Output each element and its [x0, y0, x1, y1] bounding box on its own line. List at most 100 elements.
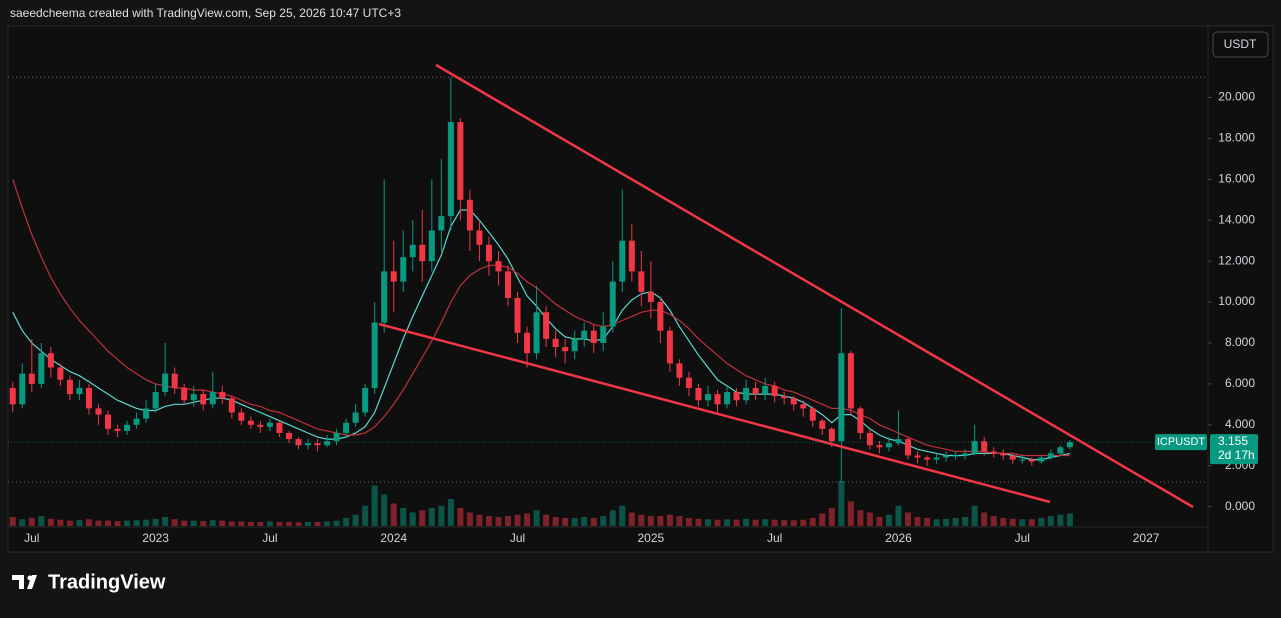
- candle-body: [133, 418, 140, 425]
- volume-bar: [657, 516, 664, 526]
- volume-bar: [857, 510, 864, 526]
- candle-body: [752, 387, 759, 395]
- y-tick-label: 10.000: [1218, 294, 1255, 308]
- candle-body: [400, 257, 407, 282]
- price-label: 3.155: [1218, 434, 1248, 448]
- candle-body: [943, 455, 950, 458]
- candle-body: [209, 392, 216, 405]
- candle-body: [314, 443, 321, 446]
- candle-body: [343, 422, 350, 433]
- candle-body: [924, 457, 931, 460]
- candle-body: [228, 398, 235, 413]
- candle-body: [790, 398, 797, 405]
- x-tick-label: 2026: [885, 531, 912, 545]
- volume-bar: [485, 516, 492, 526]
- candle-body: [1066, 442, 1073, 448]
- volume-bar: [219, 520, 226, 526]
- candle-body: [847, 353, 854, 409]
- candle-body: [819, 420, 826, 429]
- candle-body: [971, 441, 978, 454]
- volume-bar: [295, 522, 302, 526]
- candle-body: [38, 353, 45, 384]
- candle-body: [457, 122, 464, 200]
- volume-bar: [47, 518, 54, 526]
- volume-bar: [685, 517, 692, 526]
- candle-body: [962, 453, 969, 456]
- volume-bar: [1066, 513, 1073, 526]
- candle-body: [28, 373, 35, 384]
- volume-bar: [647, 516, 654, 526]
- volume-bar: [333, 520, 340, 526]
- volume-bar: [66, 520, 73, 526]
- volume-bar: [466, 512, 473, 526]
- volume-bar: [714, 519, 721, 526]
- volume-bar: [1028, 519, 1035, 526]
- candle-body: [1047, 453, 1054, 458]
- moving-average: [12, 209, 1071, 461]
- candle-body: [390, 271, 397, 282]
- volume-bar: [1047, 516, 1054, 526]
- candle-body: [19, 373, 26, 405]
- x-tick-label: Jul: [767, 531, 782, 545]
- candle-body: [590, 330, 597, 343]
- volume-bar: [228, 521, 235, 526]
- symbol-label: ICPUSDT: [1157, 436, 1206, 448]
- volume-bar: [28, 517, 35, 526]
- volume-bar: [381, 494, 388, 526]
- y-tick-label: 16.000: [1218, 172, 1255, 186]
- volume-bar: [1019, 519, 1026, 526]
- candle-body: [1019, 459, 1026, 461]
- candle-body: [562, 347, 569, 352]
- candle-body: [705, 394, 711, 401]
- volume-bar: [438, 505, 445, 526]
- candle-body: [1038, 457, 1045, 462]
- candle-body: [276, 422, 283, 433]
- volume-bar: [676, 516, 683, 526]
- volume-bar: [571, 517, 578, 526]
- volume-bar: [95, 520, 102, 526]
- volume-bar: [828, 508, 835, 526]
- logo: [12, 575, 37, 589]
- currency-button[interactable]: [1212, 31, 1269, 58]
- x-tick-label: Jul: [24, 531, 39, 545]
- volume-bar: [409, 512, 416, 526]
- overlay: 0.0002.0004.0006.0008.00010.00012.00014.…: [8, 90, 1258, 545]
- volume-bar: [247, 521, 254, 526]
- volume-bar: [609, 510, 616, 526]
- volume-bar: [628, 512, 635, 526]
- volume-bar: [352, 514, 359, 526]
- volume-bar: [105, 520, 111, 526]
- candle-body: [933, 457, 940, 460]
- candle-body: [105, 414, 111, 429]
- volume-bar: [905, 512, 911, 526]
- price-tag: [1210, 434, 1258, 465]
- trendline: [435, 63, 1194, 509]
- volume-bar: [695, 518, 702, 526]
- candle-body: [514, 297, 521, 333]
- volume-bar: [638, 514, 645, 526]
- volume-bar: [590, 517, 597, 526]
- candle-body: [438, 216, 445, 231]
- candle-body: [190, 394, 197, 401]
- volume-bar: [743, 518, 750, 526]
- volume-bar: [38, 516, 45, 526]
- candle-body: [733, 392, 740, 401]
- candle-body: [295, 439, 302, 446]
- volume-bar: [533, 510, 540, 526]
- candle-body: [1000, 453, 1007, 456]
- volume-bar: [495, 517, 502, 526]
- volume-bar: [276, 521, 283, 526]
- volume-bar: [666, 514, 673, 526]
- volume-bar: [705, 519, 711, 526]
- candle-body: [495, 261, 502, 272]
- volume-bar: [762, 519, 769, 526]
- volume-bar: [209, 520, 216, 526]
- volume-bar: [819, 513, 826, 526]
- volume-bar: [476, 514, 483, 526]
- volume-bar: [619, 505, 626, 526]
- candle-body: [1009, 455, 1016, 460]
- x-tick-label: 2027: [1133, 531, 1160, 545]
- candle-body: [124, 424, 131, 431]
- x-tick-label: 2025: [638, 531, 665, 545]
- candle-body: [990, 451, 997, 454]
